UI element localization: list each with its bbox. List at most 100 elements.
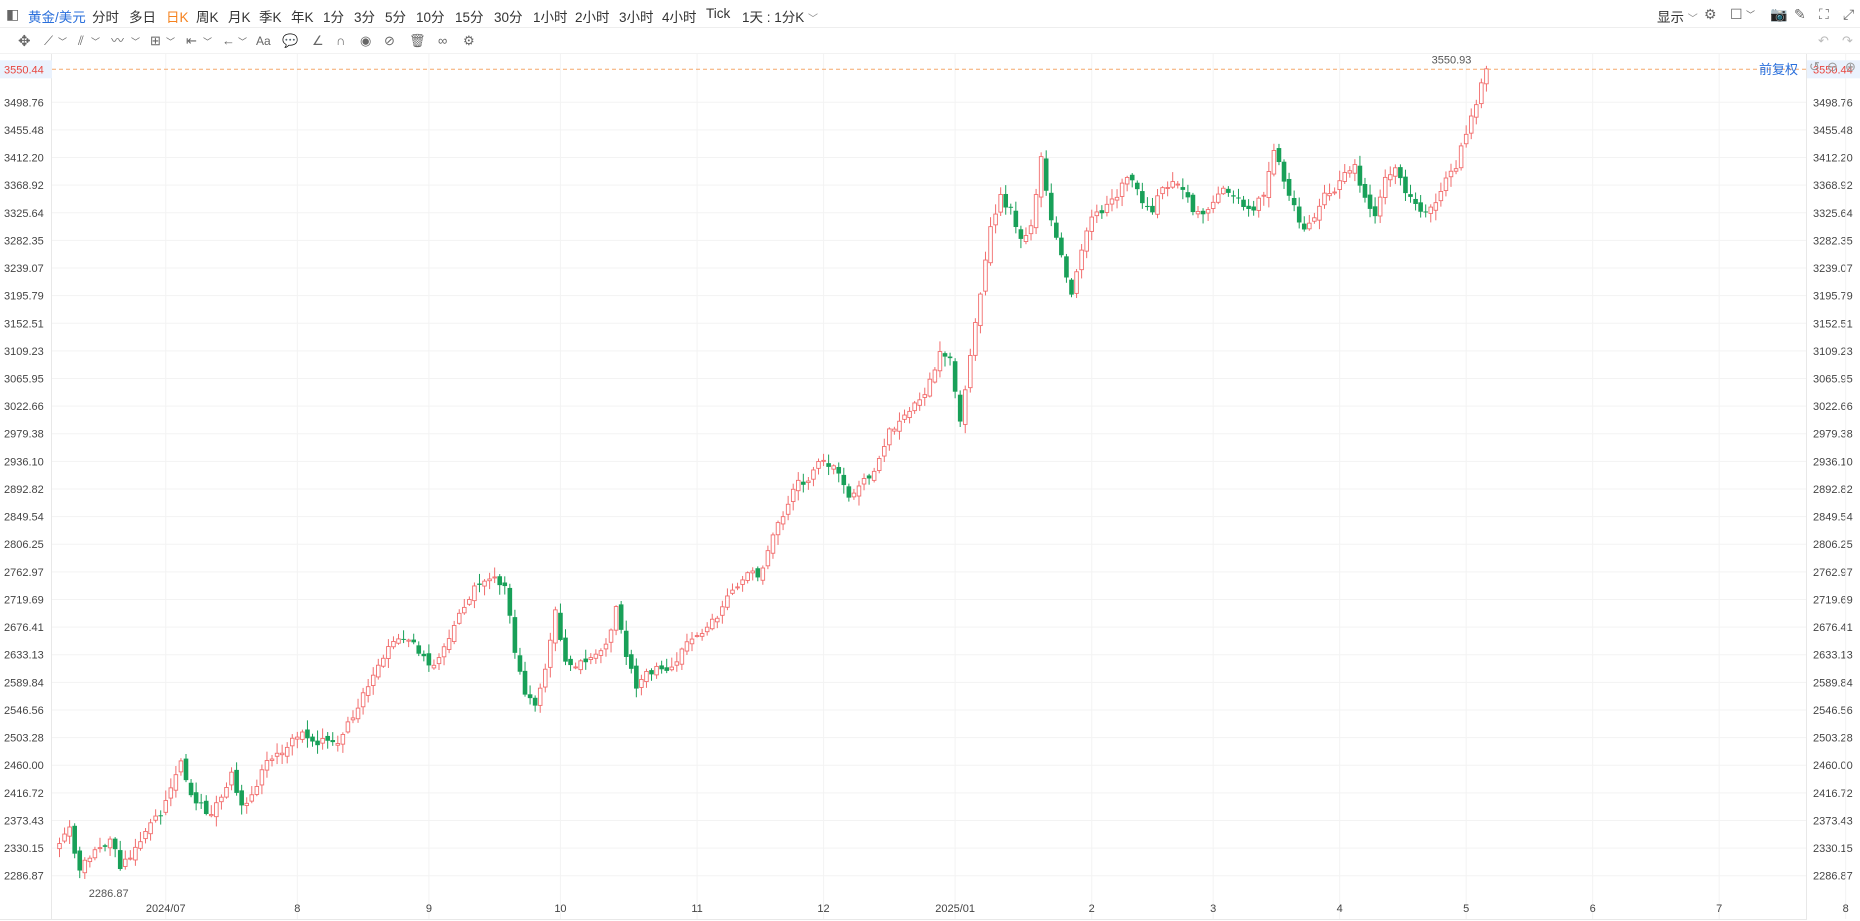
wave-tool-icon[interactable]: 〰 [111, 33, 125, 48]
zoom-in-icon[interactable]: ⊕ [1845, 59, 1856, 74]
eye-icon[interactable]: ◉ [360, 33, 372, 48]
link-icon[interactable]: ∞ [438, 33, 448, 48]
candle-body [1382, 176, 1388, 198]
candle-body [411, 639, 416, 643]
camera-icon[interactable]: 📷 [1770, 6, 1788, 22]
candle-body [1408, 194, 1413, 197]
candle-body [593, 653, 599, 659]
x-tick-label: 9 [426, 903, 432, 915]
y-tick-label-left: 3498.76 [4, 97, 44, 109]
text-tool-icon[interactable]: Aa [256, 34, 271, 48]
expand-icon[interactable]: ⤢ [1843, 6, 1855, 22]
candle-body [163, 800, 169, 813]
candle-body [1059, 237, 1064, 256]
fib-tool-icon[interactable]: ⊞ [150, 33, 161, 48]
chevron-down-icon[interactable]: ﹀ [203, 37, 213, 47]
chevron-down-icon[interactable]: ﹀ [91, 37, 101, 47]
display-menu[interactable]: 显示 ﹀ [1657, 6, 1698, 26]
candle-body [973, 322, 978, 356]
candle-body [214, 802, 219, 818]
fullscreen-icon[interactable]: ⛶ [1819, 6, 1829, 22]
measure-tool-icon[interactable]: ⇤ [186, 33, 197, 48]
comment-icon[interactable]: 💬 [282, 33, 299, 48]
symbol-name[interactable]: 黄金/美元 [28, 10, 86, 25]
hide-icon[interactable]: ⊘ [384, 33, 395, 48]
period-tab-yearly[interactable]: 年K [291, 10, 314, 25]
interval-select[interactable]: 1天 : 1分K ﹀ [742, 6, 818, 26]
period-tab-3m[interactable]: 3分 [354, 10, 376, 25]
magnet-icon[interactable]: ∩ [336, 33, 346, 48]
period-tab-multiday[interactable]: 多日 [129, 10, 156, 25]
settings-icon[interactable]: ⚙ [1704, 6, 1717, 22]
chevron-down-icon[interactable]: ﹀ [238, 37, 248, 47]
candle-body [806, 480, 811, 484]
candle-body [391, 641, 396, 648]
redo-icon[interactable]: ↷ [1842, 33, 1853, 48]
candle-body [1018, 229, 1024, 239]
chevron-down-icon[interactable]: ﹀ [131, 37, 141, 47]
chart-area[interactable]: 3498.76 3498.76 3455.48 3455.48 3412.20 3412.… [0, 54, 1860, 921]
candle-body [143, 830, 148, 840]
candle-body [1317, 205, 1322, 221]
period-tab-2h[interactable]: 2小时 [575, 10, 610, 25]
period-tab-quarterly[interactable]: 季K [259, 10, 282, 25]
line-tool-icon[interactable]: ⟋ [44, 33, 54, 48]
period-tab-30m[interactable]: 30分 [494, 10, 523, 25]
undo-icon[interactable]: ↶ [1818, 33, 1829, 48]
candle-body [770, 534, 776, 554]
candle-body [320, 737, 325, 744]
chevron-down-icon[interactable]: ﹀ [1746, 10, 1756, 20]
price-adjust-toggle[interactable]: 前复权 [1758, 62, 1798, 77]
period-tab-5m[interactable]: 5分 [385, 10, 407, 25]
y-tick-label-left: 3282.35 [4, 235, 44, 247]
period-tab-fenshi[interactable]: 分时 [92, 10, 119, 25]
layout-icon[interactable]: ☐ [1730, 6, 1743, 22]
candle-body [477, 583, 482, 585]
y-tick-label-right: 2373.43 [1813, 815, 1853, 827]
candle-body [578, 660, 583, 671]
candle-body [796, 479, 801, 492]
zoom-out-icon[interactable]: ⊖ [1827, 59, 1838, 74]
candle-body [634, 665, 639, 689]
settings-icon[interactable]: ⚙ [463, 33, 475, 48]
chevron-down-icon[interactable]: ﹀ [58, 37, 68, 47]
candle-body [355, 707, 361, 720]
crosshair-move-icon[interactable]: ✥ [18, 33, 31, 50]
period-tab-10m[interactable]: 10分 [416, 10, 445, 25]
candle-body [871, 470, 877, 481]
period-tab-15m[interactable]: 15分 [455, 10, 484, 25]
period-tab-tick[interactable]: Tick [706, 6, 731, 21]
candle-body [279, 752, 285, 756]
candle-body [1089, 216, 1094, 232]
channel-tool-icon[interactable]: ⫽ [78, 33, 84, 48]
candle-body [775, 522, 781, 536]
period-tab-4h[interactable]: 4小时 [662, 10, 697, 25]
reset-icon[interactable]: ↺ [1809, 59, 1820, 74]
angle-tool-icon[interactable]: ∠ [312, 33, 324, 48]
candle-body [674, 661, 680, 666]
candle-body [1054, 222, 1059, 238]
arrow-tool-icon[interactable]: ← [222, 33, 235, 48]
period-tab-1m[interactable]: 1分 [323, 10, 345, 25]
candle-body [1084, 230, 1089, 252]
trash-icon[interactable]: 🗑 [409, 33, 426, 48]
candle-body [821, 459, 826, 462]
period-tab-weekly[interactable]: 周K [196, 10, 219, 25]
candle-body [92, 849, 98, 859]
pencil-icon[interactable]: ✎ [1794, 6, 1806, 22]
period-tab-monthly[interactable]: 月K [228, 10, 251, 25]
candle-body [1140, 191, 1145, 204]
y-tick-label-right: 2416.72 [1813, 788, 1853, 800]
candle-body [376, 664, 381, 678]
y-tick-label-right: 2762.97 [1813, 567, 1853, 579]
candle-body [1423, 211, 1428, 213]
sidebar-toggle-icon[interactable]: ◧ [6, 6, 20, 22]
y-tick-label-right: 2849.54 [1813, 512, 1853, 524]
period-tab-3h[interactable]: 3小时 [619, 10, 654, 25]
candle-body [1266, 171, 1272, 199]
period-tab-daily[interactable]: 日K [166, 10, 189, 25]
candlestick-chart[interactable]: 3498.76 3498.76 3455.48 3455.48 3412.20 3412.… [0, 54, 1860, 921]
chevron-down-icon[interactable]: ﹀ [166, 37, 176, 47]
period-tab-1h[interactable]: 1小时 [533, 10, 568, 25]
candle-body [1129, 174, 1135, 181]
